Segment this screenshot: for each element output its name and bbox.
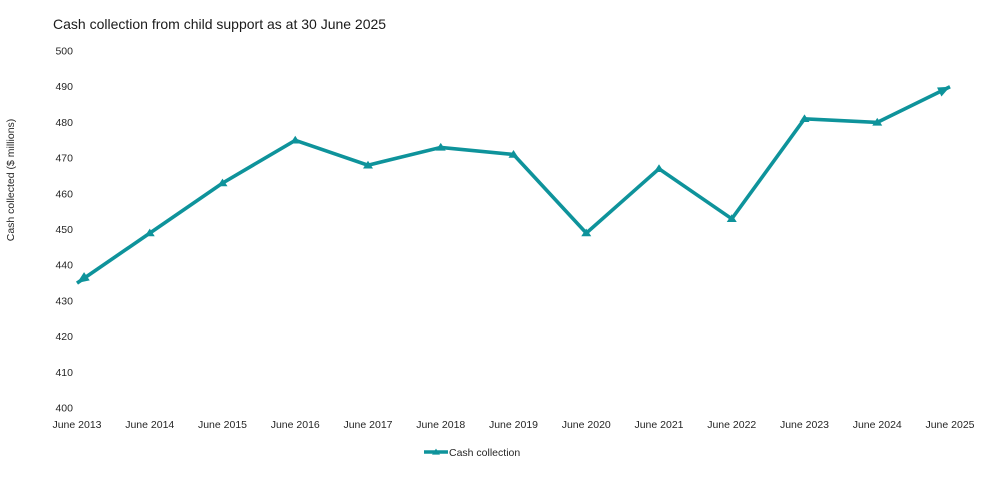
data-point-marker (508, 150, 519, 158)
x-tick-label: June 2024 (853, 419, 902, 431)
x-tick-label: June 2022 (707, 419, 756, 431)
data-point-marker (654, 164, 664, 173)
y-tick-label: 440 (55, 260, 73, 272)
x-tick-label: June 2016 (271, 419, 320, 431)
y-tick-label: 400 (55, 403, 73, 415)
legend-line-marker-icon (424, 448, 448, 455)
data-point-marker (435, 142, 446, 151)
data-point-marker (363, 160, 373, 169)
data-point-marker (144, 228, 155, 237)
y-tick-label: 480 (55, 117, 73, 129)
x-tick-label: June 2013 (52, 419, 101, 431)
data-point-marker (872, 117, 883, 126)
x-tick-label: June 2017 (343, 419, 392, 431)
x-tick-label: June 2021 (634, 419, 683, 431)
y-tick-label: 420 (55, 331, 73, 343)
y-tick-label: 450 (55, 224, 73, 236)
data-point-marker (217, 178, 228, 187)
series-line (75, 85, 951, 285)
data-point-marker (290, 135, 301, 144)
line-end-arrow-icon (937, 86, 950, 97)
series-group (75, 85, 951, 285)
x-tick-label: June 2023 (780, 419, 829, 431)
y-tick-label: 490 (55, 81, 73, 93)
y-tick-label: 460 (55, 188, 73, 200)
legend: Cash collection (424, 447, 520, 459)
y-tick-label: 430 (55, 295, 73, 307)
data-point-marker (581, 228, 592, 237)
y-tick-label: 410 (55, 367, 73, 379)
x-tick-label: June 2018 (416, 419, 465, 431)
legend-label: Cash collection (449, 447, 520, 459)
y-axis-title: Cash collected ($ millions) (5, 119, 17, 242)
line-end-arrow-icon (77, 272, 90, 284)
data-point-marker (799, 114, 810, 123)
chart-title: Cash collection from child support as at… (53, 16, 386, 32)
y-tick-label: 500 (55, 46, 73, 58)
y-tick-label: 470 (55, 153, 73, 165)
legend-marker-icon (432, 448, 440, 455)
x-axis-tick-labels: June 2013 June 2014 June 2015 June 2016 June… (52, 419, 974, 431)
x-tick-label: June 2019 (489, 419, 538, 431)
x-tick-label: June 2014 (125, 419, 174, 431)
x-tick-label: June 2025 (925, 419, 974, 431)
y-axis-tick-labels: 500 490 480 470 460 450 440 430 420 410 400 (55, 46, 73, 415)
x-tick-label: June 2020 (562, 419, 611, 431)
x-tick-label: June 2015 (198, 419, 247, 431)
data-point-marker (726, 214, 737, 222)
